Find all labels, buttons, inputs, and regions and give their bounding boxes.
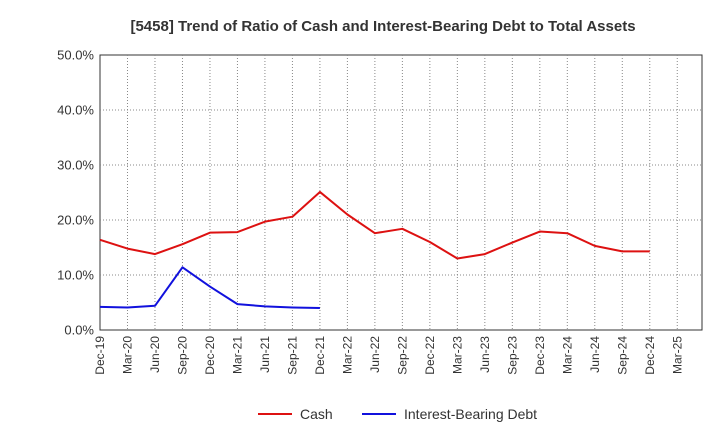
series-line-cash [99, 190, 650, 260]
y-tick-label: 30.0% [57, 158, 94, 173]
x-tick-label: Jun-24 [588, 336, 602, 373]
x-tick-label: Mar-20 [120, 336, 134, 374]
x-tick-label: Dec-23 [533, 336, 547, 375]
y-axis-ticks: 0.0% 10.0% 20.0% 30.0% 40.0% 50.0% [57, 48, 94, 338]
x-tick-label: Mar-22 [340, 336, 354, 374]
chart-title: [5458] Trend of Ratio of Cash and Intere… [130, 18, 635, 35]
legend-label-interest-bearing-debt: Interest-Bearing Debt [404, 406, 537, 422]
y-tick-label: 20.0% [57, 213, 94, 228]
series-line-interest-bearing-debt [99, 266, 320, 309]
legend: Cash Interest-Bearing Debt [258, 406, 537, 422]
y-tick-label: 10.0% [57, 268, 94, 283]
x-tick-label: Sep-24 [615, 336, 629, 375]
x-tick-label: Jun-23 [478, 336, 492, 373]
grid [100, 55, 702, 330]
x-axis-ticks: Dec-19 Mar-20 Jun-20 Sep-20 Dec-20 Mar-21 Jun-… [93, 336, 684, 375]
x-tick-label: Sep-21 [285, 336, 299, 375]
y-tick-label: 40.0% [57, 103, 94, 118]
x-tick-label: Mar-23 [450, 336, 464, 374]
x-tick-label: Mar-24 [560, 336, 574, 374]
x-tick-label: Jun-21 [258, 336, 272, 373]
y-tick-label: 0.0% [64, 323, 94, 338]
x-tick-label: Sep-23 [505, 336, 519, 375]
x-tick-label: Dec-21 [313, 336, 327, 375]
x-tick-label: Dec-24 [643, 336, 657, 375]
x-tick-label: Sep-20 [175, 336, 189, 375]
y-tick-label: 50.0% [57, 48, 94, 63]
x-tick-label: Dec-19 [93, 336, 107, 375]
x-tick-label: Jun-20 [148, 336, 162, 373]
legend-label-cash: Cash [300, 406, 333, 422]
x-tick-label: Dec-20 [203, 336, 217, 375]
x-tick-label: Mar-25 [670, 336, 684, 374]
plot-area [99, 54, 703, 331]
x-tick-label: Jun-22 [368, 336, 382, 373]
series-lines [99, 190, 650, 309]
x-tick-label: Dec-22 [423, 336, 437, 375]
x-tick-label: Mar-21 [230, 336, 244, 374]
x-tick-label: Sep-22 [395, 336, 409, 375]
